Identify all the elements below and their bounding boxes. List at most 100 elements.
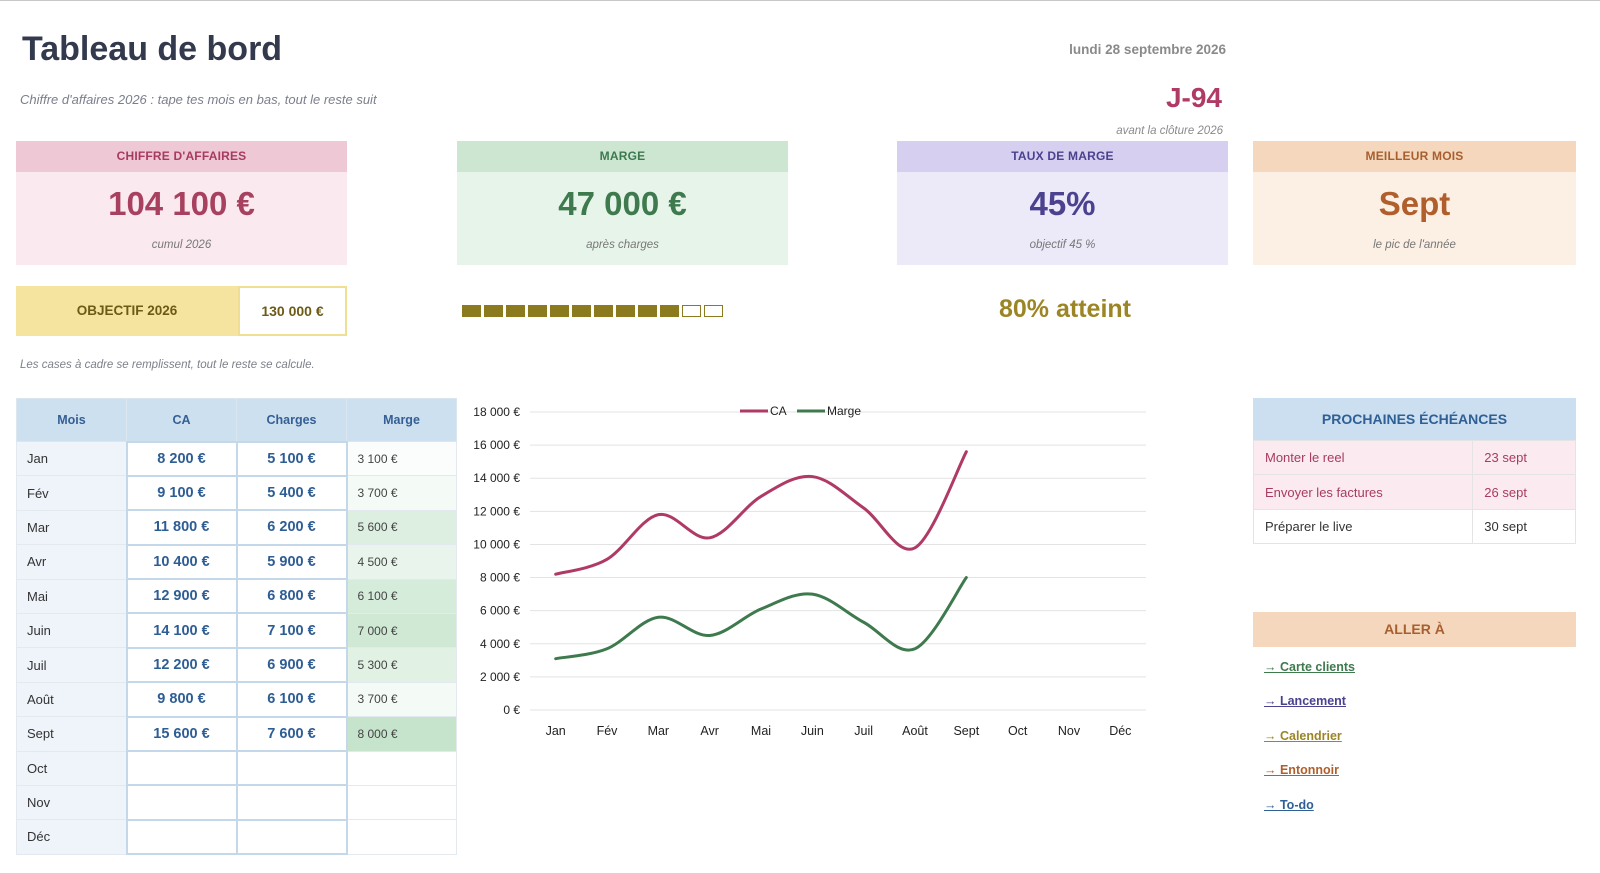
month-cell: Avr xyxy=(16,544,127,580)
ca-cell[interactable]: 9 100 € xyxy=(125,474,238,512)
month-cell: Fév xyxy=(16,475,127,511)
countdown: J-94 xyxy=(1165,82,1222,113)
ca-cell[interactable]: 15 600 € xyxy=(125,715,238,753)
y-tick-label: 6 000 € xyxy=(480,604,520,618)
charges-cell[interactable]: 6 900 € xyxy=(235,646,348,684)
marge-cell: 5 300 € xyxy=(346,647,457,683)
link-to-do[interactable]: → To-do xyxy=(1264,797,1314,812)
progress-segment xyxy=(638,305,657,317)
kpi-value: Sept xyxy=(1253,172,1576,234)
charges-cell[interactable]: 5 400 € xyxy=(235,474,348,512)
kpi-caption: après charges xyxy=(457,234,788,265)
marge-cell: 5 600 € xyxy=(346,509,457,546)
marge-cell: 3 700 € xyxy=(346,475,457,511)
aller-panel: ALLER À → Carte clients → Lancement → Ca… xyxy=(1253,612,1576,823)
charges-cell[interactable]: 6 200 € xyxy=(235,509,348,546)
progress-segment xyxy=(528,305,547,317)
link-carte-clients[interactable]: → Carte clients xyxy=(1264,660,1356,674)
progress-segment xyxy=(594,305,613,317)
kpi-caption: objectif 45 % xyxy=(897,234,1228,265)
kpi-value: 45% xyxy=(897,172,1228,234)
ca-cell[interactable] xyxy=(125,750,238,787)
charges-cell[interactable] xyxy=(235,784,348,821)
month-cell: Nov xyxy=(16,784,127,821)
table-row: Déc xyxy=(16,818,457,856)
table-row: Mar 11 800 €6 200 €5 600 € xyxy=(16,509,457,546)
x-tick-label: Fév xyxy=(597,724,619,738)
y-tick-label: 12 000 € xyxy=(473,504,520,518)
ca-marge-line-chart: 0 € 2 000 € 4 000 € 6 000 € 8 000 € 10 000 € 1… xyxy=(473,404,1146,738)
ca-cell[interactable]: 14 100 € xyxy=(125,612,238,649)
series-line-ca xyxy=(554,450,968,576)
echeance-task: Monter le reel xyxy=(1252,439,1474,476)
charges-cell[interactable] xyxy=(235,818,348,856)
table-row: Jan 8 200 €5 100 €3 100 € xyxy=(16,440,457,477)
month-cell: Oct xyxy=(16,750,127,786)
month-cell: Jan xyxy=(16,440,127,477)
ca-cell[interactable]: 11 800 € xyxy=(125,509,238,546)
ca-cell[interactable] xyxy=(125,818,238,856)
echeance-date: 30 sept xyxy=(1472,508,1576,545)
link-lancement[interactable]: → Lancement xyxy=(1264,694,1346,709)
kpi-caption: le pic de l'année xyxy=(1253,234,1576,265)
table-row: Nov xyxy=(16,784,457,821)
y-tick-label: 2 000 € xyxy=(480,670,520,684)
table-row: Avr 10 400 €5 900 €4 500 € xyxy=(16,543,457,581)
marge-cell: 3 100 € xyxy=(346,440,457,477)
page-subtitle: Chiffre d'affaires 2026 : tape tes mois … xyxy=(20,92,377,107)
column-header-ca: CA xyxy=(126,398,237,442)
monthly-table: Mois CA Charges Marge Jan 8 200 €5 100 €3… xyxy=(16,398,457,856)
y-tick-label: 14 000 € xyxy=(473,471,520,485)
marge-cell: 4 500 € xyxy=(346,544,457,580)
marge-cell xyxy=(346,750,457,786)
y-tick-label: 10 000 € xyxy=(473,537,520,551)
ca-cell[interactable] xyxy=(125,784,238,821)
charges-cell[interactable]: 5 100 € xyxy=(235,440,348,477)
ca-cell[interactable]: 10 400 € xyxy=(125,543,238,581)
marge-cell xyxy=(346,784,457,821)
link-entonnoir[interactable]: → Entonnoir xyxy=(1264,763,1339,778)
top-border xyxy=(0,0,1600,1)
ca-cell[interactable]: 12 900 € xyxy=(125,578,238,615)
x-tick-label: Sept xyxy=(953,724,979,738)
table-row: Fév 9 100 €5 400 €3 700 € xyxy=(16,474,457,512)
table-row: Juil 12 200 €6 900 €5 300 € xyxy=(16,646,457,684)
x-tick-label: Déc xyxy=(1109,724,1131,738)
echeance-date: 26 sept xyxy=(1472,474,1576,510)
echeance-task: Envoyer les factures xyxy=(1252,474,1474,510)
objectif-progress-bar xyxy=(462,305,723,317)
y-tick-label: 4 000 € xyxy=(480,637,520,651)
charges-cell[interactable]: 7 600 € xyxy=(235,715,348,753)
link-calendrier[interactable]: → Calendrier xyxy=(1264,728,1342,743)
table-row: Sept 15 600 €7 600 €8 000 € xyxy=(16,715,457,753)
table-row: Mai 12 900 €6 800 €6 100 € xyxy=(16,578,457,615)
x-tick-label: Juin xyxy=(801,724,824,738)
progress-segment xyxy=(616,305,635,317)
x-tick-label: Août xyxy=(902,724,928,738)
y-tick-label: 8 000 € xyxy=(480,571,520,585)
current-date: lundi 28 septembre 2026 xyxy=(1069,42,1226,57)
ca-cell[interactable]: 12 200 € xyxy=(125,646,238,684)
x-tick-label: Jan xyxy=(546,724,566,738)
ca-cell[interactable]: 9 800 € xyxy=(125,681,238,718)
kpi-value: 47 000 € xyxy=(457,172,788,234)
objectif-input[interactable]: 130 000 € xyxy=(238,286,347,336)
charges-cell[interactable]: 5 900 € xyxy=(235,543,348,581)
echeance-row: Envoyer les factures 26 sept xyxy=(1252,474,1576,510)
x-tick-label: Mai xyxy=(751,724,771,738)
ca-cell[interactable]: 8 200 € xyxy=(125,440,238,477)
charges-cell[interactable] xyxy=(235,750,348,787)
progress-segment xyxy=(572,305,591,317)
month-cell: Déc xyxy=(16,819,127,855)
echeance-task: Préparer le live xyxy=(1252,508,1474,545)
y-tick-label: 16 000 € xyxy=(473,438,520,452)
column-header-marge: Marge xyxy=(346,398,457,442)
progress-segment xyxy=(462,305,481,317)
echeance-row: Préparer le live 30 sept xyxy=(1252,508,1576,545)
charges-cell[interactable]: 6 100 € xyxy=(235,681,348,718)
charges-cell[interactable]: 7 100 € xyxy=(235,612,348,649)
x-tick-label: Avr xyxy=(700,724,719,738)
charges-cell[interactable]: 6 800 € xyxy=(235,578,348,615)
marge-cell: 8 000 € xyxy=(346,716,457,752)
marge-cell: 7 000 € xyxy=(346,612,457,649)
